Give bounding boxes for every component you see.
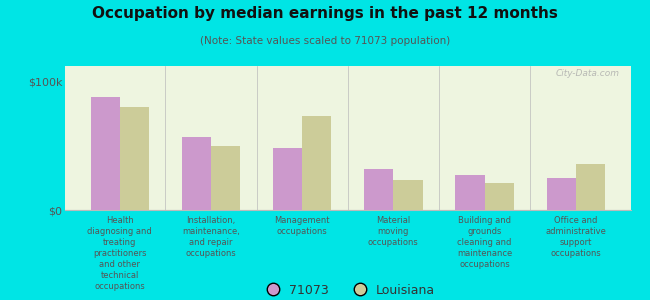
Legend: 71073, Louisiana: 71073, Louisiana [255, 279, 440, 300]
Bar [576, 164, 605, 210]
Bar [120, 107, 149, 210]
Bar [211, 146, 240, 210]
Bar [302, 116, 332, 210]
Text: City-Data.com: City-Data.com [555, 69, 619, 78]
Bar [393, 180, 422, 210]
Bar [547, 178, 576, 210]
Bar [273, 148, 302, 210]
Bar [484, 183, 514, 210]
Bar [182, 137, 211, 210]
Bar [456, 175, 484, 210]
Text: Occupation by median earnings in the past 12 months: Occupation by median earnings in the pas… [92, 6, 558, 21]
Bar [364, 169, 393, 210]
Bar [90, 97, 120, 210]
Text: (Note: State values scaled to 71073 population): (Note: State values scaled to 71073 popu… [200, 36, 450, 46]
